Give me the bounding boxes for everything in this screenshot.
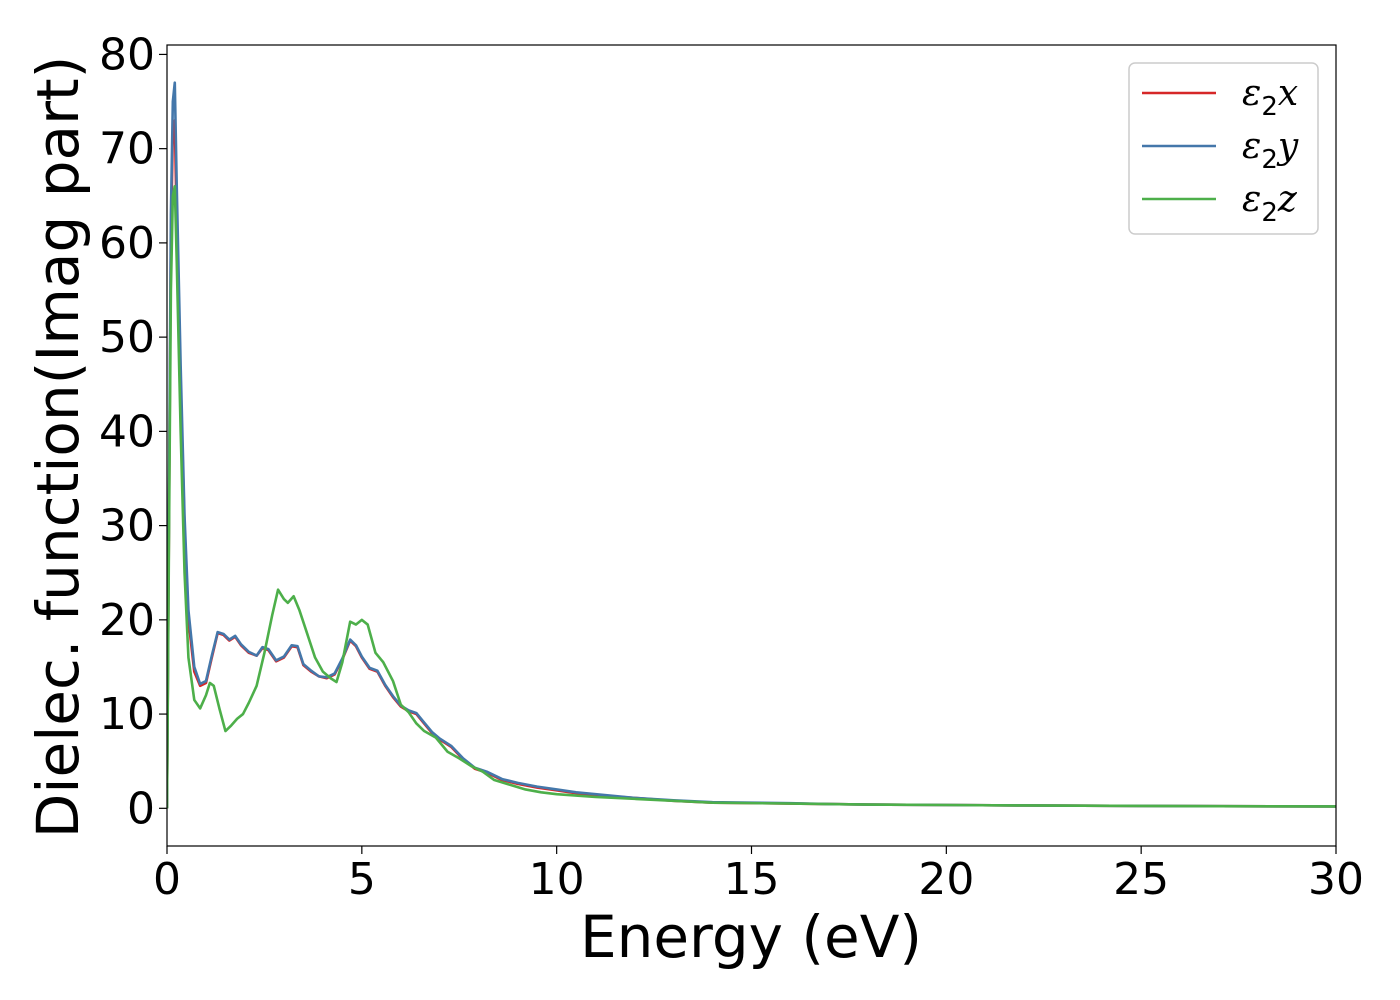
legend-label-x: ε2x bbox=[1242, 73, 1298, 122]
legend-label-var: z bbox=[1277, 179, 1298, 220]
legend-label-var: x bbox=[1278, 73, 1298, 114]
y-tick-label: 10 bbox=[99, 689, 155, 740]
x-axis: 0 5 10 15 20 25 30 bbox=[153, 846, 1364, 905]
y-tick-label: 0 bbox=[127, 783, 155, 834]
legend-box bbox=[1128, 62, 1319, 235]
x-tick-label: 20 bbox=[918, 854, 974, 905]
x-tick-label: 15 bbox=[724, 854, 780, 905]
x-tick-label: 25 bbox=[1113, 854, 1169, 905]
series-line-z bbox=[167, 185, 1336, 809]
x-axis-label: Energy (eV) bbox=[580, 903, 922, 971]
x-tick-label: 5 bbox=[348, 854, 376, 905]
legend-label-var: y bbox=[1276, 126, 1299, 167]
y-tick-label: 70 bbox=[99, 124, 155, 175]
legend-label-y: ε2y bbox=[1242, 126, 1299, 175]
y-tick-label: 30 bbox=[99, 501, 155, 552]
y-tick-label: 80 bbox=[99, 29, 155, 80]
y-axis: 0 10 20 30 40 50 60 70 80 bbox=[99, 29, 167, 834]
y-tick-label: 50 bbox=[99, 312, 155, 363]
y-tick-label: 20 bbox=[99, 595, 155, 646]
legend-label-base: ε bbox=[1242, 73, 1261, 114]
legend-label-subscript: 2 bbox=[1261, 92, 1278, 122]
x-tick-label: 10 bbox=[529, 854, 585, 905]
x-tick-label: 30 bbox=[1308, 854, 1364, 905]
legend-label-subscript: 2 bbox=[1261, 198, 1278, 228]
legend-label-z: ε2z bbox=[1242, 179, 1298, 228]
legend-label-base: ε bbox=[1242, 179, 1261, 220]
legend-label-subscript: 2 bbox=[1261, 145, 1278, 175]
x-tick-label: 0 bbox=[153, 854, 181, 905]
y-axis-label: Dielec. function(Imag part) bbox=[24, 56, 92, 839]
plot-lines bbox=[167, 81, 1336, 809]
legend-label-base: ε bbox=[1242, 126, 1261, 167]
y-tick-label: 40 bbox=[99, 406, 155, 457]
y-tick-label: 60 bbox=[99, 218, 155, 269]
